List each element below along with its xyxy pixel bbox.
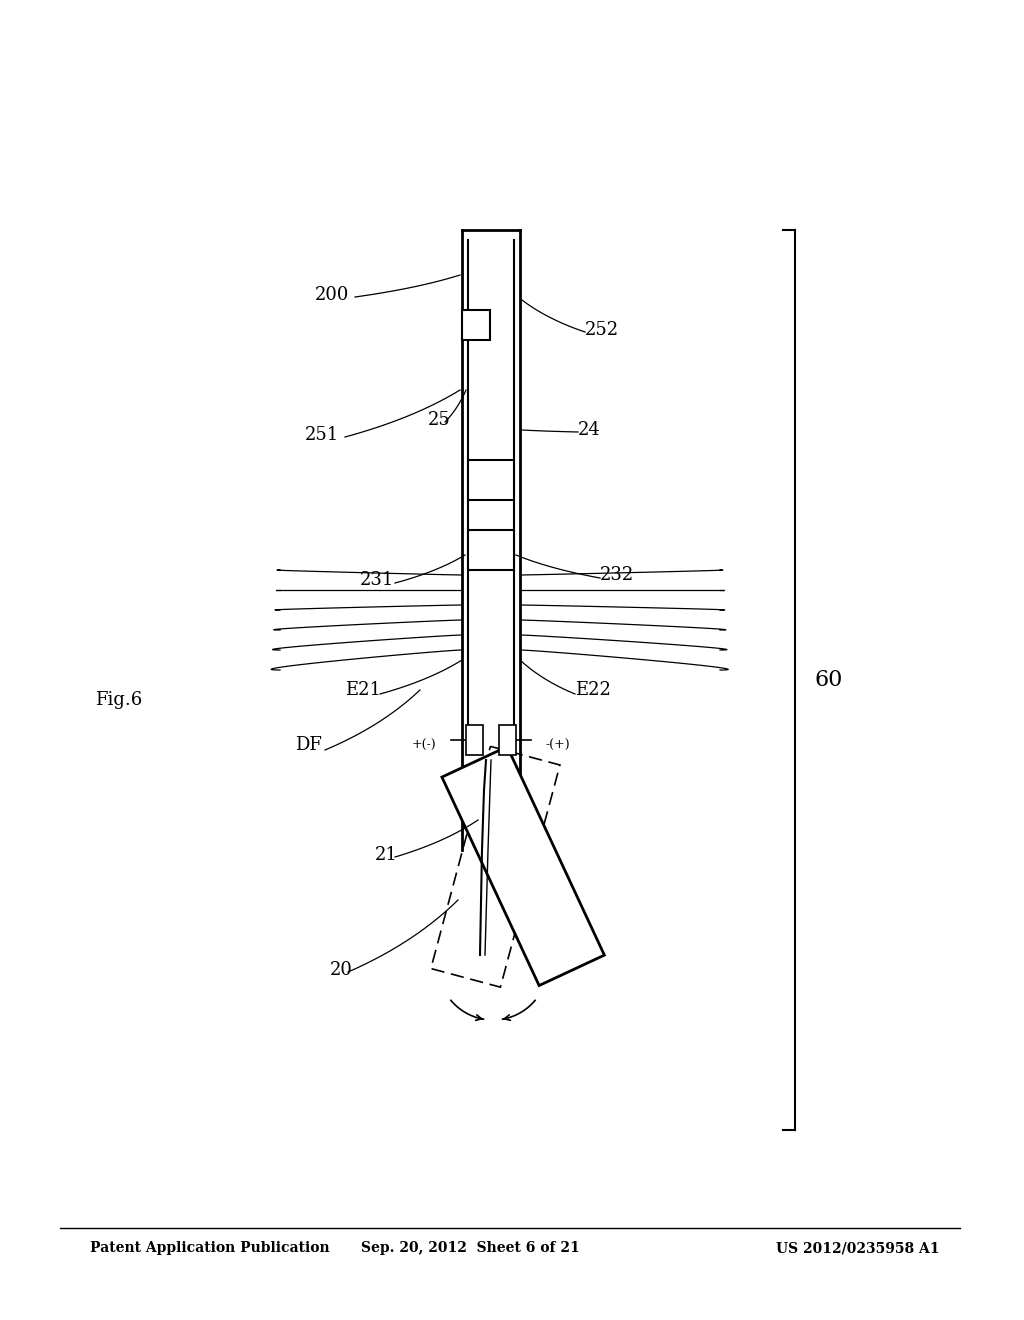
Bar [468,459,514,500]
Text: 251: 251 [305,426,339,444]
Bar [431,746,560,987]
Text: Fig.6: Fig.6 [95,690,142,709]
Text: 200: 200 [315,286,349,304]
Text: 232: 232 [600,566,634,583]
Bar [462,310,490,341]
Text: 20: 20 [330,961,353,979]
Text: E22: E22 [575,681,611,700]
Text: 25: 25 [428,411,451,429]
Bar [499,725,516,755]
Text: 24: 24 [578,421,601,440]
Text: 60: 60 [815,669,844,690]
Bar [466,725,483,755]
Text: +(-): +(-) [412,738,436,751]
Text: 21: 21 [375,846,398,865]
Text: E21: E21 [345,681,381,700]
Text: Sep. 20, 2012  Sheet 6 of 21: Sep. 20, 2012 Sheet 6 of 21 [360,1241,580,1255]
Text: -(+): -(+) [546,738,570,751]
Bar [442,747,604,986]
Bar [468,531,514,570]
Text: 252: 252 [585,321,620,339]
Text: DF: DF [295,737,322,754]
Text: US 2012/0235958 A1: US 2012/0235958 A1 [776,1241,940,1255]
Text: 231: 231 [360,572,394,589]
Text: Patent Application Publication: Patent Application Publication [90,1241,330,1255]
